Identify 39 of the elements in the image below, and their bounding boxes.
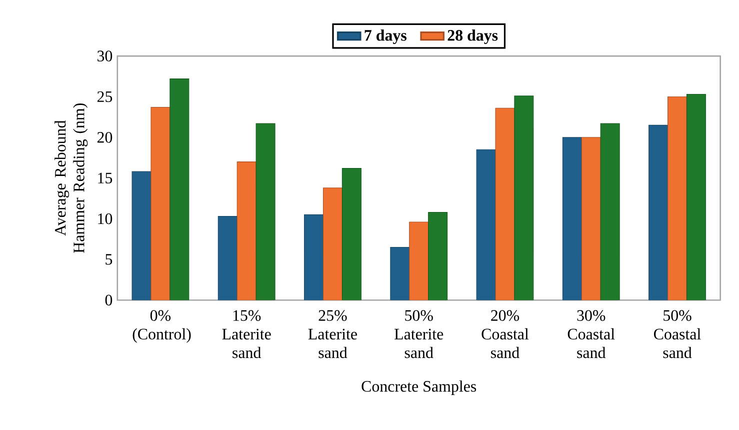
bar — [170, 78, 190, 300]
bar — [342, 168, 362, 300]
bar — [562, 137, 582, 300]
y-tick-label: 25 — [97, 92, 112, 102]
bar — [514, 96, 534, 300]
legend-label: 7 days — [364, 30, 406, 44]
bar — [132, 172, 152, 300]
x-tick-label: 20% Coastal sand — [482, 310, 529, 358]
y-tick-label: 30 — [98, 50, 112, 62]
y-tick-label: 20 — [97, 132, 112, 143]
y-tick-label: 10 — [98, 214, 112, 224]
bar — [581, 137, 601, 300]
bar — [150, 107, 170, 300]
bar — [476, 150, 496, 300]
x-axis-title: Concrete Samples — [362, 380, 476, 396]
bar — [236, 162, 256, 300]
bar — [256, 124, 276, 300]
bar — [428, 212, 448, 300]
y-tick-label: 5 — [106, 254, 112, 265]
bar — [218, 216, 238, 300]
y-axis-title: Average Rebound Hammer Reading (nm) — [54, 104, 88, 254]
bar — [390, 247, 410, 300]
legend-label: 28 days — [448, 30, 498, 44]
x-tick-label: 30% Coastal sand — [568, 310, 615, 358]
x-tick-label: 25% Laterite sand — [308, 310, 357, 358]
x-tick-label: 0% (Control) — [132, 310, 191, 343]
x-tick-label: 50% Laterite sand — [394, 310, 444, 358]
bar — [304, 214, 324, 300]
bar — [409, 222, 429, 300]
bar — [600, 124, 620, 300]
bar — [686, 94, 706, 300]
bar — [495, 108, 515, 300]
x-tick-label: 15% Laterite sand — [222, 310, 271, 358]
bar — [648, 125, 668, 300]
bar — [322, 188, 342, 300]
y-tick-label: 0 — [105, 294, 112, 306]
y-tick-label: 15 — [98, 172, 112, 184]
bar — [668, 96, 687, 300]
x-tick-label: 50% Coastal sand — [654, 310, 701, 358]
